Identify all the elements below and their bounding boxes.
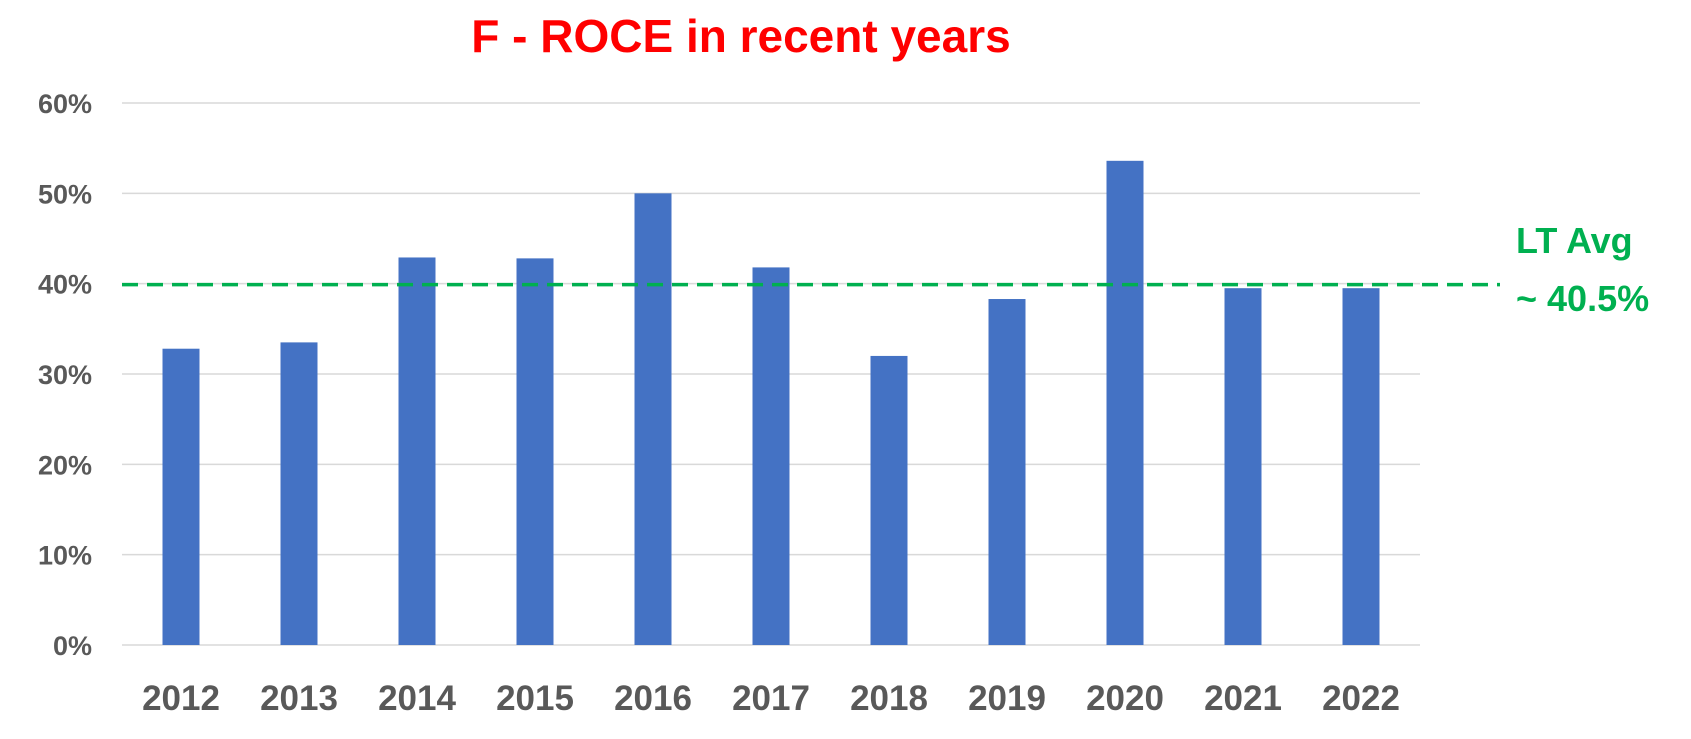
bar-2021 [1224, 288, 1262, 645]
y-tick-label: 40% [38, 270, 92, 300]
bar-2020 [1106, 160, 1144, 645]
bar-2012 [162, 348, 200, 645]
x-tick-label: 2022 [1322, 679, 1400, 718]
y-tick-label: 20% [38, 450, 92, 480]
x-tick-label: 2021 [1204, 679, 1282, 718]
x-tick-label: 2015 [496, 679, 574, 718]
y-tick-label: 10% [38, 541, 92, 571]
bar-2019 [988, 299, 1026, 645]
bar-2014 [398, 257, 436, 645]
bar-2018 [870, 355, 908, 645]
y-tick-label: 30% [38, 360, 92, 390]
lt-avg-value-label: ~ 40.5% [1516, 278, 1649, 319]
x-tick-label: 2018 [850, 679, 928, 718]
lt-avg-label: LT Avg [1516, 220, 1633, 261]
x-tick-label: 2020 [1086, 679, 1164, 718]
x-tick-label: 2019 [968, 679, 1046, 718]
x-tick-label: 2016 [614, 679, 692, 718]
bar-2016 [634, 193, 672, 646]
bars [162, 160, 1380, 646]
reference-line-group: LT Avg ~ 40.5% [122, 220, 1649, 319]
x-tick-label: 2012 [142, 679, 220, 718]
x-tick-label: 2017 [732, 679, 810, 718]
chart-title: F - ROCE in recent years [471, 10, 1010, 62]
x-tick-label: 2014 [378, 679, 456, 718]
bar-2015 [516, 258, 554, 645]
x-tick-label: 2013 [260, 679, 338, 718]
bar-2017 [752, 267, 790, 645]
bar-2022 [1342, 288, 1380, 645]
y-axis-tick-labels: 0% 10% 20% 30% 40% 50% 60% [38, 89, 92, 661]
y-tick-label: 0% [53, 631, 92, 661]
y-tick-label: 50% [38, 179, 92, 209]
x-axis-tick-labels: 2012 2013 2014 2015 2016 2017 2018 2019 2020 2021… [142, 679, 1400, 718]
y-tick-label: 60% [38, 89, 92, 119]
bar-2013 [280, 342, 318, 645]
